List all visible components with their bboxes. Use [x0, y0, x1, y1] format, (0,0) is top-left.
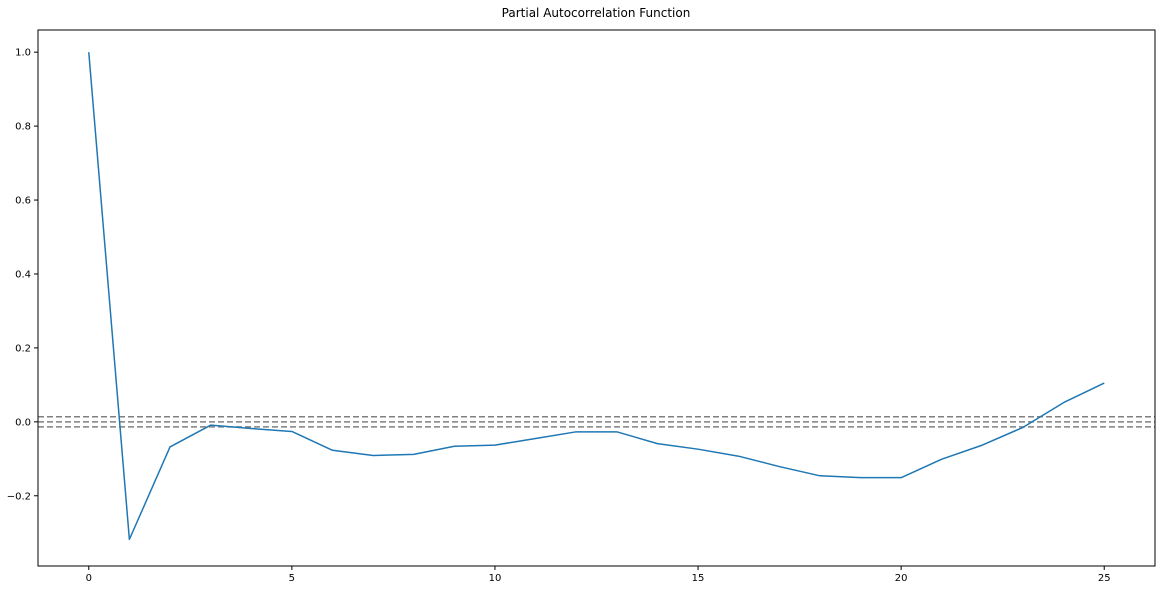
plot-area: 0 5 10 15 20 25 −0.2 0.0 0.2 0.4 0.6 0.8 1.0	[7, 29, 1156, 584]
y-tick-label: 1.0	[15, 48, 31, 59]
x-tick-label: 10	[489, 573, 502, 584]
x-tick-label: 25	[1098, 573, 1111, 584]
x-tick-label: 15	[692, 573, 705, 584]
x-tick-label: 20	[895, 573, 908, 584]
x-tick-label: 0	[86, 573, 92, 584]
axes-frame	[37, 29, 1156, 567]
y-tick-label: 0.2	[15, 343, 31, 354]
x-tick-label: 5	[289, 573, 295, 584]
y-tick-label: 0.0	[15, 417, 31, 428]
chart-title: Partial Autocorrelation Function	[502, 6, 691, 20]
y-tick-label: −0.2	[7, 491, 31, 502]
pacf-series-line	[88, 52, 1105, 541]
y-tick-label: 0.8	[15, 122, 31, 133]
y-tick-label: 0.6	[15, 196, 31, 207]
y-tick-label: 0.4	[15, 269, 31, 280]
